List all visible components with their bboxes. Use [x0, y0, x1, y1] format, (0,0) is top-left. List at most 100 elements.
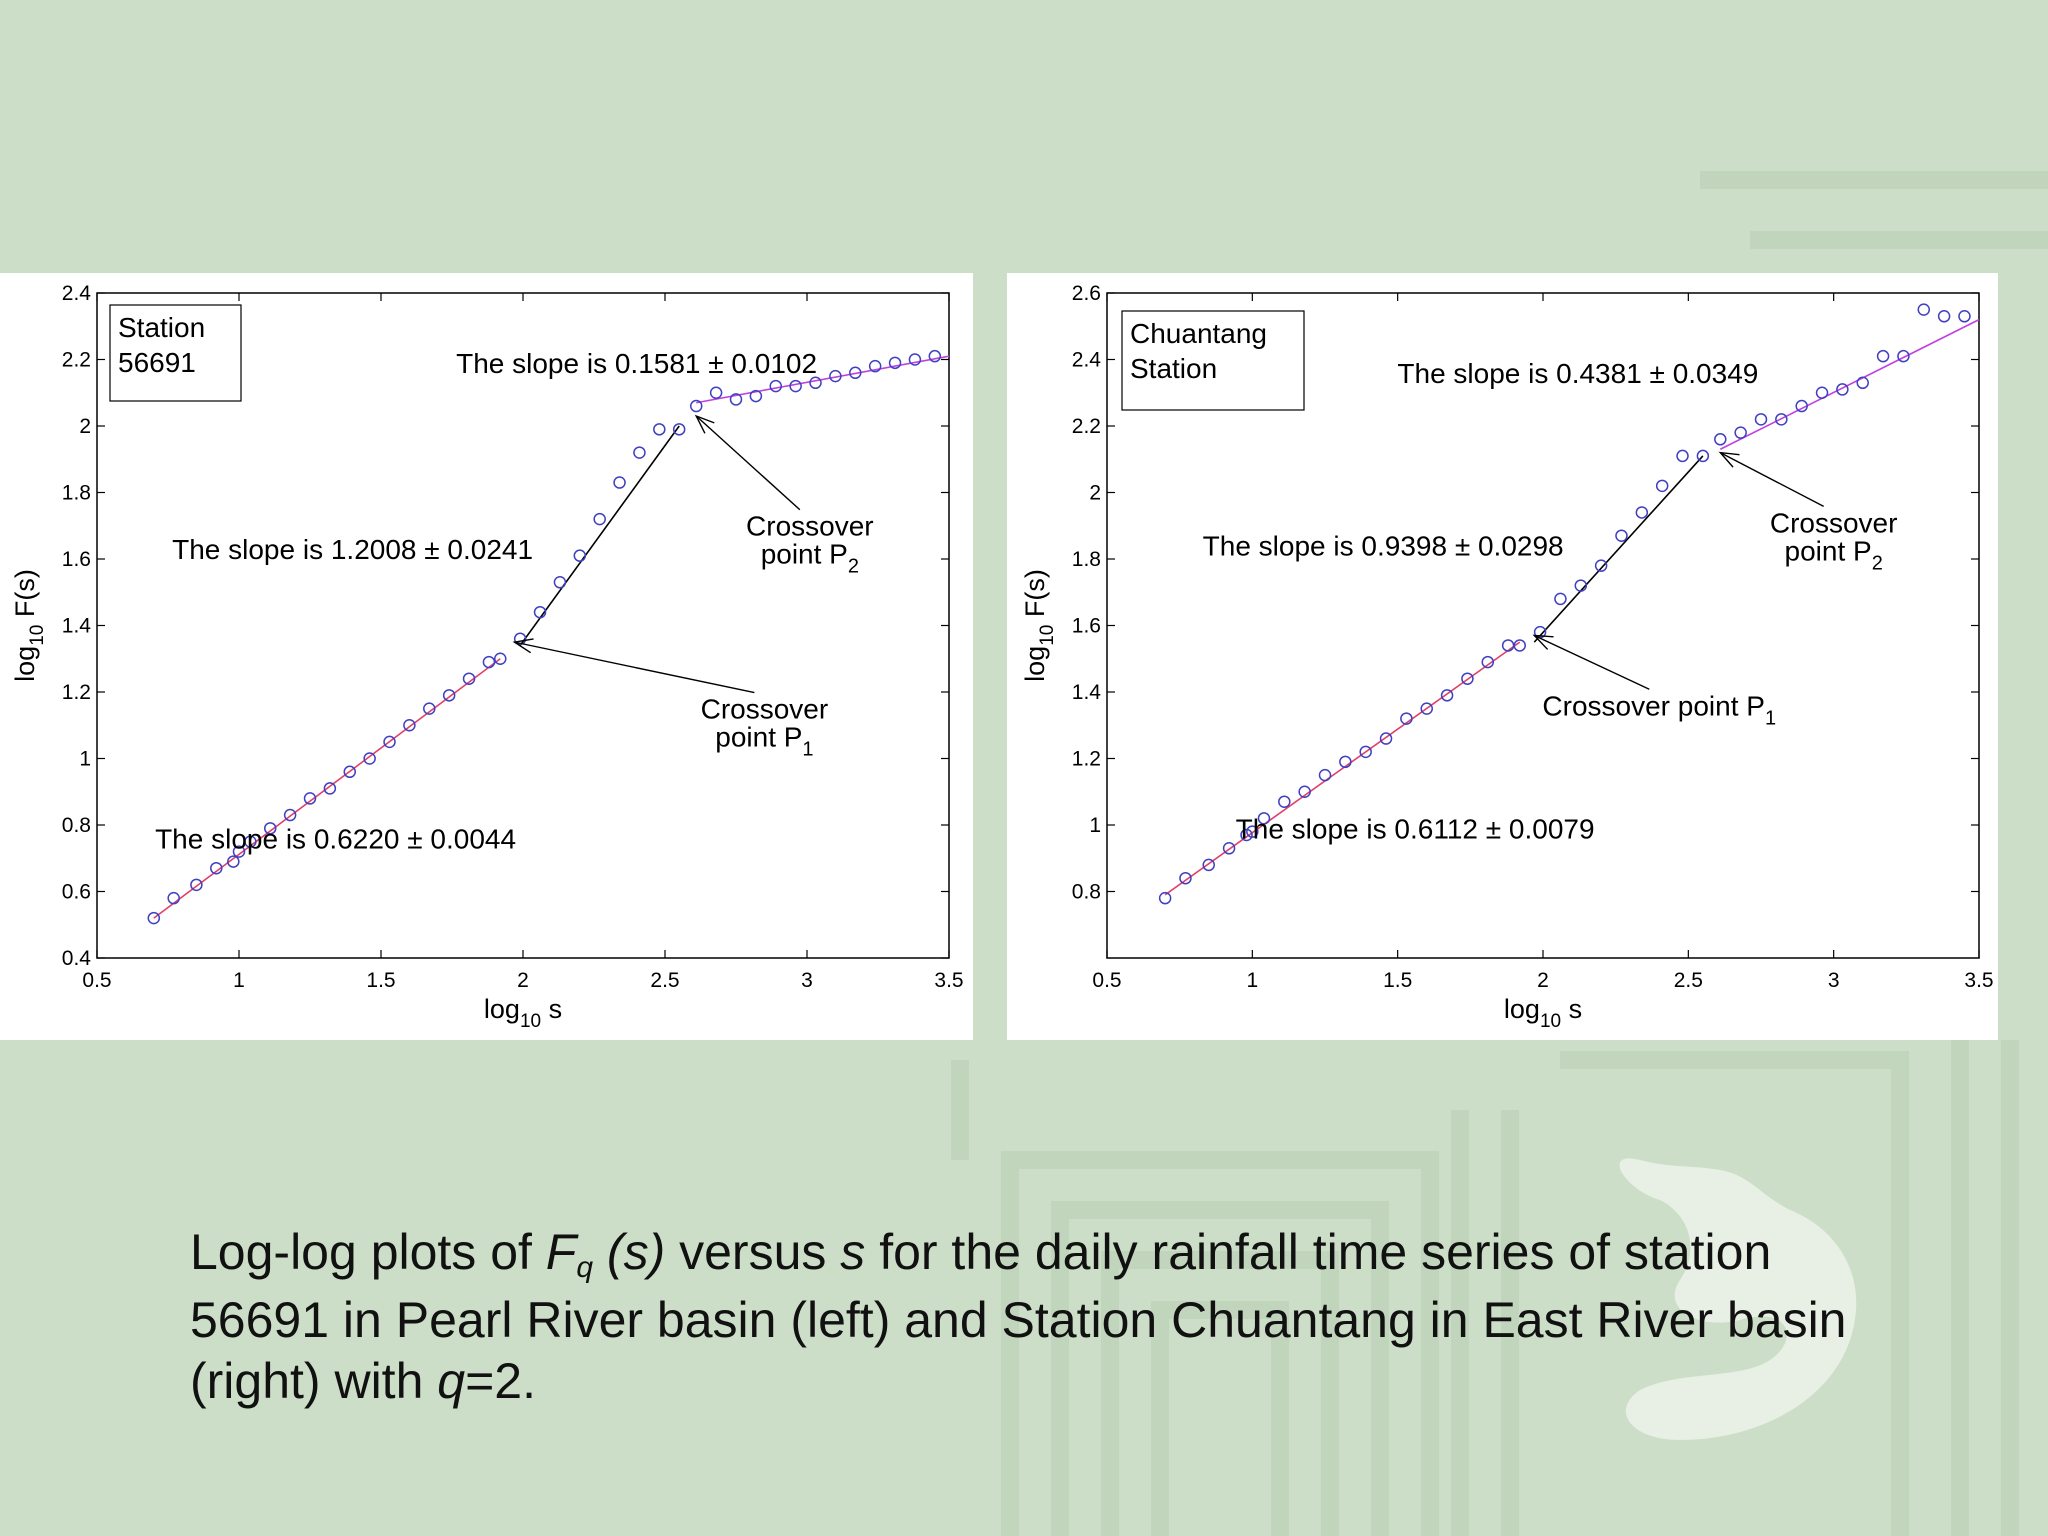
x-tick-label: 3 — [1828, 969, 1840, 992]
data-point — [1856, 376, 1869, 390]
arrow-head-icon — [1718, 451, 1740, 468]
y-tick-label: 1.8 — [62, 482, 91, 505]
data-point — [513, 632, 527, 646]
y-tick-label: 1.2 — [1072, 748, 1101, 771]
data-point — [1836, 383, 1849, 396]
data-point — [868, 359, 882, 373]
slope-annotation: The slope is 0.1581 ± 0.0102 — [456, 348, 817, 379]
data-point — [1513, 639, 1526, 652]
y-axis-label: log10 F(s) — [10, 569, 48, 682]
data-point — [323, 782, 337, 795]
data-point — [1339, 755, 1352, 769]
data-point — [1554, 592, 1567, 606]
loglog-chart-chuantang-station: 0.5 1 1.5 2 2.5 3 3.5 0.8 1 1.2 1.4 1.6 1.8 2 2.2 2.4 2.… — [1020, 282, 1994, 1032]
data-point — [1876, 349, 1890, 363]
data-point — [729, 393, 743, 406]
legend-box — [1121, 310, 1305, 411]
slope-annotation: The slope is 0.6220 ± 0.0044 — [155, 823, 516, 854]
x-tick-label: 2.5 — [1674, 969, 1703, 992]
data-point — [303, 792, 317, 805]
data-point — [343, 765, 357, 779]
data-point — [809, 376, 822, 390]
fit-line-segment-1 — [1164, 641, 1521, 896]
data-point — [849, 366, 862, 380]
y-tick-label: 2 — [1089, 482, 1101, 505]
x-tick-label: 3.5 — [1964, 969, 1993, 992]
data-point — [1158, 891, 1172, 905]
data-point — [494, 652, 507, 665]
y-tick-label: 2.6 — [1072, 282, 1101, 305]
fit-line-segment-1 — [153, 658, 501, 919]
data-point — [1795, 399, 1808, 413]
y-tick-label: 0.8 — [62, 814, 91, 837]
data-point — [167, 891, 180, 905]
data-point — [888, 356, 902, 370]
fit-line-segment-2 — [519, 425, 680, 646]
y-tick-label: 2.4 — [1072, 349, 1102, 372]
data-point — [1714, 433, 1727, 446]
x-tick-label: 0.5 — [82, 969, 111, 992]
data-point — [227, 855, 240, 868]
data-point — [1420, 702, 1433, 715]
legend-line: Station — [1130, 353, 1217, 384]
slope-annotation: The slope is 0.6112 ± 0.0079 — [1236, 813, 1595, 844]
data-point — [1359, 745, 1372, 759]
data-point — [709, 386, 723, 399]
data-point — [1257, 812, 1271, 825]
data-point — [1754, 413, 1768, 426]
data-point — [689, 399, 703, 413]
data-point — [1278, 795, 1291, 808]
data-point — [147, 911, 161, 925]
fit-line-segment-2 — [1533, 455, 1704, 643]
data-point — [423, 702, 436, 715]
y-tick-label: 1.4 — [62, 615, 92, 638]
data-point — [1481, 655, 1495, 669]
arrow-head-icon — [512, 638, 534, 654]
data-point — [383, 735, 396, 749]
y-tick-label: 1 — [1089, 814, 1101, 837]
y-tick-label: 1 — [79, 748, 91, 771]
data-point — [1775, 413, 1788, 426]
chart-panel-chuantang-station: 0.5 1 1.5 2 2.5 3 3.5 0.8 1 1.2 1.4 1.6 1.8 2 2.2 2.4 2.… — [1007, 273, 1998, 1040]
legend-box — [109, 304, 242, 402]
data-point — [1298, 785, 1311, 798]
crossover-label: Crossover — [1770, 507, 1898, 538]
legend-line: Station — [118, 312, 205, 343]
crossover-arrow-line — [514, 641, 755, 694]
data-point — [1734, 426, 1747, 439]
data-point — [442, 689, 456, 702]
data-point — [1676, 449, 1689, 463]
data-point — [1815, 386, 1829, 399]
data-point — [263, 822, 277, 835]
dragon-emblem-icon — [1619, 1158, 1857, 1440]
data-point — [653, 423, 666, 436]
data-point — [789, 379, 802, 393]
x-tick-label: 2 — [1537, 969, 1549, 992]
data-point — [1615, 529, 1628, 542]
data-point — [283, 808, 297, 822]
fit-line-segment-3 — [1719, 318, 1980, 450]
data-point — [1246, 825, 1259, 838]
data-point — [1958, 310, 1971, 323]
data-point — [928, 349, 942, 363]
figure-caption: Log-log plots of Fq (s) versus s for the… — [190, 1224, 1847, 1409]
y-tick-label: 1.6 — [62, 548, 91, 571]
y-tick-label: 2 — [79, 415, 91, 438]
x-tick-label: 0.5 — [1092, 969, 1121, 992]
data-point — [1379, 732, 1393, 745]
chart-panel-station-56691: 0.5 1 1.5 2 2.5 3 3.5 0.4 0.6 0.8 1 1.2 1.4 1.6 1.8 2 2.… — [0, 273, 973, 1040]
x-tick-label: 2 — [517, 969, 529, 992]
x-tick-label: 3 — [801, 969, 813, 992]
x-tick-label: 3.5 — [934, 969, 963, 992]
legend-line: Chuantang — [1130, 318, 1267, 349]
data-point — [749, 389, 763, 403]
crossover-arrow-line — [695, 415, 801, 511]
data-point — [1574, 579, 1588, 592]
data-point — [593, 512, 606, 526]
crossover-label-line2: point P1 — [715, 722, 813, 761]
y-axis-label: log10 F(s) — [1020, 569, 1058, 682]
data-point — [1318, 768, 1332, 782]
y-tick-label: 2.4 — [62, 282, 92, 305]
data-point — [1696, 449, 1710, 463]
